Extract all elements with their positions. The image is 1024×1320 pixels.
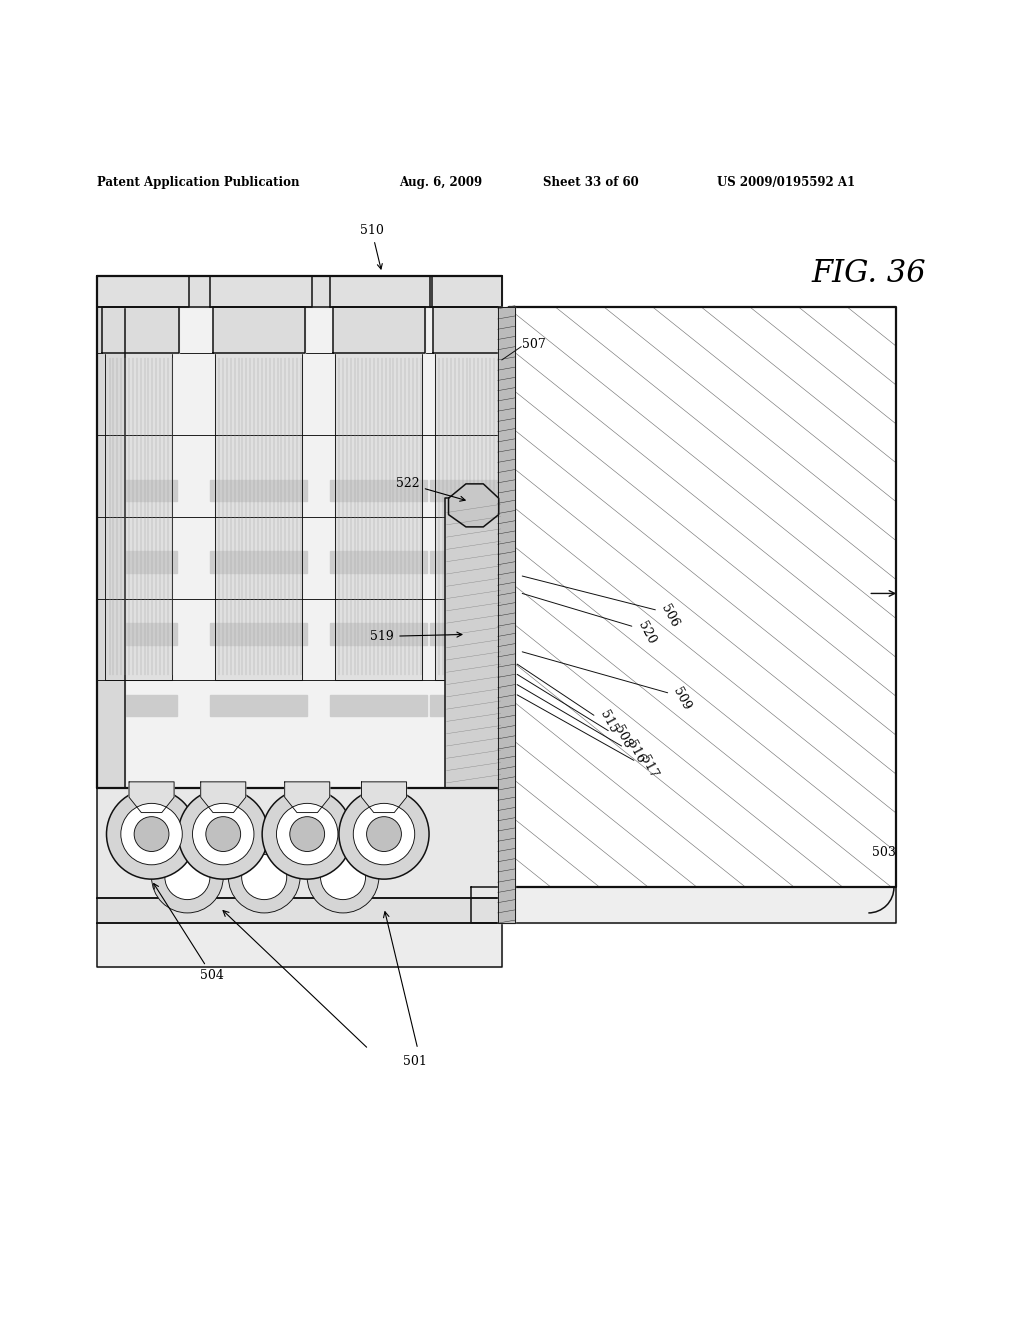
Text: Aug. 6, 2009: Aug. 6, 2009 (399, 177, 482, 189)
Circle shape (165, 854, 210, 900)
Text: 501: 501 (402, 1055, 427, 1068)
Text: 516: 516 (625, 739, 647, 766)
Polygon shape (435, 352, 499, 681)
Polygon shape (498, 306, 515, 923)
Circle shape (290, 817, 325, 851)
Text: 517: 517 (637, 752, 659, 780)
Polygon shape (129, 781, 174, 813)
Polygon shape (210, 552, 307, 573)
Circle shape (353, 804, 415, 865)
Polygon shape (213, 306, 305, 352)
Polygon shape (430, 694, 504, 717)
Polygon shape (471, 887, 896, 923)
Polygon shape (105, 352, 172, 681)
Text: 507: 507 (522, 338, 546, 351)
Polygon shape (330, 552, 427, 573)
Polygon shape (509, 306, 896, 887)
Polygon shape (100, 623, 177, 644)
Text: 522: 522 (396, 478, 465, 502)
Circle shape (178, 789, 268, 879)
Circle shape (339, 789, 429, 879)
Polygon shape (433, 306, 499, 352)
Polygon shape (210, 623, 307, 644)
Polygon shape (361, 781, 407, 813)
Polygon shape (335, 352, 422, 681)
Text: 509: 509 (671, 685, 693, 713)
Circle shape (106, 789, 197, 879)
Polygon shape (215, 352, 302, 681)
Polygon shape (97, 923, 502, 968)
Polygon shape (430, 479, 504, 502)
Polygon shape (97, 306, 502, 788)
Circle shape (152, 841, 223, 913)
Polygon shape (100, 552, 177, 573)
Text: Sheet 33 of 60: Sheet 33 of 60 (543, 177, 639, 189)
Polygon shape (100, 694, 177, 717)
Polygon shape (430, 276, 502, 306)
Polygon shape (330, 479, 427, 502)
Circle shape (367, 817, 401, 851)
Polygon shape (285, 781, 330, 813)
Circle shape (321, 854, 366, 900)
Polygon shape (445, 498, 502, 788)
Circle shape (134, 817, 169, 851)
Polygon shape (100, 479, 177, 502)
Text: 510: 510 (359, 224, 384, 269)
Polygon shape (97, 898, 502, 923)
Polygon shape (333, 306, 425, 352)
Circle shape (262, 789, 352, 879)
Circle shape (206, 817, 241, 851)
Text: 519: 519 (371, 630, 462, 643)
Polygon shape (97, 276, 189, 306)
Polygon shape (430, 623, 504, 644)
Text: 506: 506 (658, 602, 681, 630)
Text: 520: 520 (635, 619, 657, 645)
Polygon shape (97, 306, 125, 788)
Polygon shape (330, 623, 427, 644)
Polygon shape (210, 276, 312, 306)
Text: FIG. 36: FIG. 36 (811, 259, 926, 289)
Text: 504: 504 (154, 883, 224, 982)
Circle shape (242, 854, 287, 900)
Text: 508: 508 (611, 723, 634, 750)
Polygon shape (330, 276, 432, 306)
Polygon shape (97, 788, 502, 898)
Text: 515: 515 (597, 708, 620, 735)
Text: Patent Application Publication: Patent Application Publication (97, 177, 300, 189)
Text: US 2009/0195592 A1: US 2009/0195592 A1 (717, 177, 855, 189)
Polygon shape (449, 484, 499, 527)
Circle shape (276, 804, 338, 865)
Text: 503: 503 (872, 846, 896, 859)
Polygon shape (210, 479, 307, 502)
Polygon shape (201, 781, 246, 813)
Circle shape (228, 841, 300, 913)
Circle shape (193, 804, 254, 865)
Circle shape (121, 804, 182, 865)
Polygon shape (430, 552, 504, 573)
Polygon shape (210, 694, 307, 717)
Circle shape (307, 841, 379, 913)
Polygon shape (97, 276, 502, 306)
Polygon shape (102, 306, 179, 352)
Polygon shape (330, 694, 427, 717)
